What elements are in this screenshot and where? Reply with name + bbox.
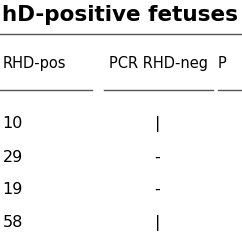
Text: |: | xyxy=(155,116,160,132)
Text: P: P xyxy=(218,56,227,71)
Text: -: - xyxy=(154,150,160,165)
Text: PCR RHD-neg: PCR RHD-neg xyxy=(109,56,208,71)
Text: RHD-pos: RHD-pos xyxy=(2,56,66,71)
Text: 29: 29 xyxy=(2,150,23,165)
Text: 58: 58 xyxy=(2,215,23,230)
Text: 10: 10 xyxy=(2,116,23,131)
Text: -: - xyxy=(154,182,160,197)
Text: |: | xyxy=(155,215,160,231)
Text: 19: 19 xyxy=(2,182,23,197)
Text: hD-positive fetuses: hD-positive fetuses xyxy=(2,5,238,25)
